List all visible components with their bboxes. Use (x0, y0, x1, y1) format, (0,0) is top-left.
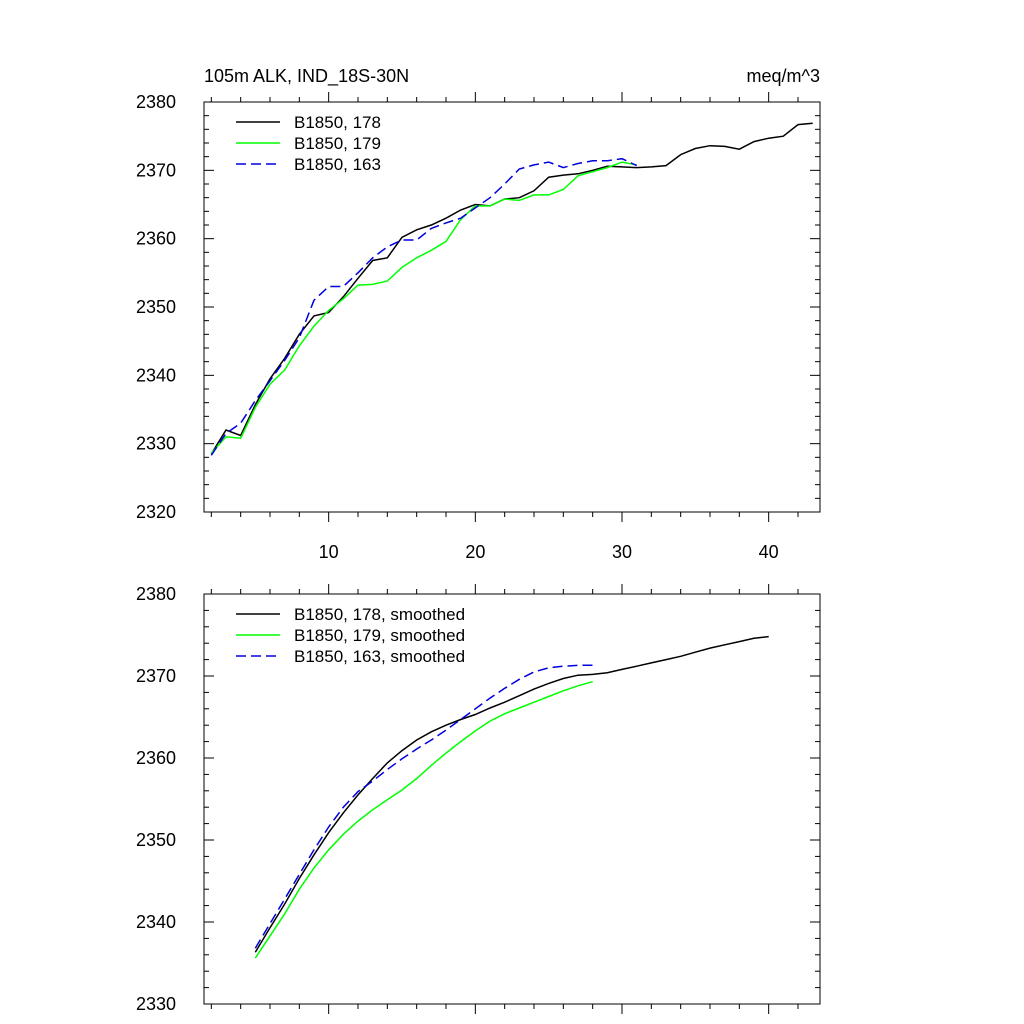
y-tick-label: 2360 (136, 229, 176, 249)
series-group (210, 122, 813, 456)
series-line-0 (210, 122, 813, 455)
y-tick-label: 2340 (136, 912, 176, 932)
legend-label-1: B1850, 179, smoothed (294, 626, 465, 645)
y-tick-label: 2370 (136, 160, 176, 180)
y-tick-label: 2320 (136, 502, 176, 522)
series-line-2 (210, 157, 638, 456)
series-group (254, 635, 769, 959)
legend-label-2: B1850, 163, smoothed (294, 647, 465, 666)
x-tick-label: 30 (612, 542, 632, 562)
y-tick-label: 2380 (136, 584, 176, 604)
series-line-1 (254, 680, 593, 959)
legend-label-0: B1850, 178 (294, 113, 381, 132)
plot-frame (203, 593, 821, 1005)
chart-title: 105m ALK, IND_18S-30N (204, 66, 409, 87)
legend-label-0: B1850, 178, smoothed (294, 605, 465, 624)
y-tick-label: 2330 (136, 994, 176, 1014)
x-tick-label: 10 (319, 542, 339, 562)
series-line-2 (254, 664, 593, 949)
axis-ticks: 2320 2330 2340 2350 2360 2370 2380 10 20 30 40 (136, 92, 820, 562)
y-tick-label: 2360 (136, 748, 176, 768)
legend: B1850, 178 B1850, 179 B1850, 163 (236, 113, 381, 174)
top-chart: 105m ALK, IND_18S-30N meq/m^3 2320233023… (136, 66, 821, 562)
y-tick-label: 2370 (136, 666, 176, 686)
chart-units: meq/m^3 (747, 66, 820, 86)
y-tick-label: 2350 (136, 297, 176, 317)
legend-label-2: B1850, 163 (294, 155, 381, 174)
y-tick-label: 2340 (136, 365, 176, 385)
y-tick-label: 2330 (136, 434, 176, 454)
series-line-1 (210, 161, 637, 454)
bottom-chart: 2330 2340 2350 2360 2370 2380 B1850, 178, smo… (136, 584, 821, 1014)
x-tick-label: 40 (759, 542, 779, 562)
legend-label-1: B1850, 179 (294, 134, 381, 153)
x-tick-label: 20 (465, 542, 485, 562)
series-line-0 (254, 635, 769, 953)
legend: B1850, 178, smoothed B1850, 179, smoothed… (236, 605, 465, 666)
y-tick-label: 2350 (136, 830, 176, 850)
axis-ticks: 2330 2340 2350 2360 2370 2380 (136, 584, 820, 1014)
y-tick-label: 2380 (136, 92, 176, 112)
